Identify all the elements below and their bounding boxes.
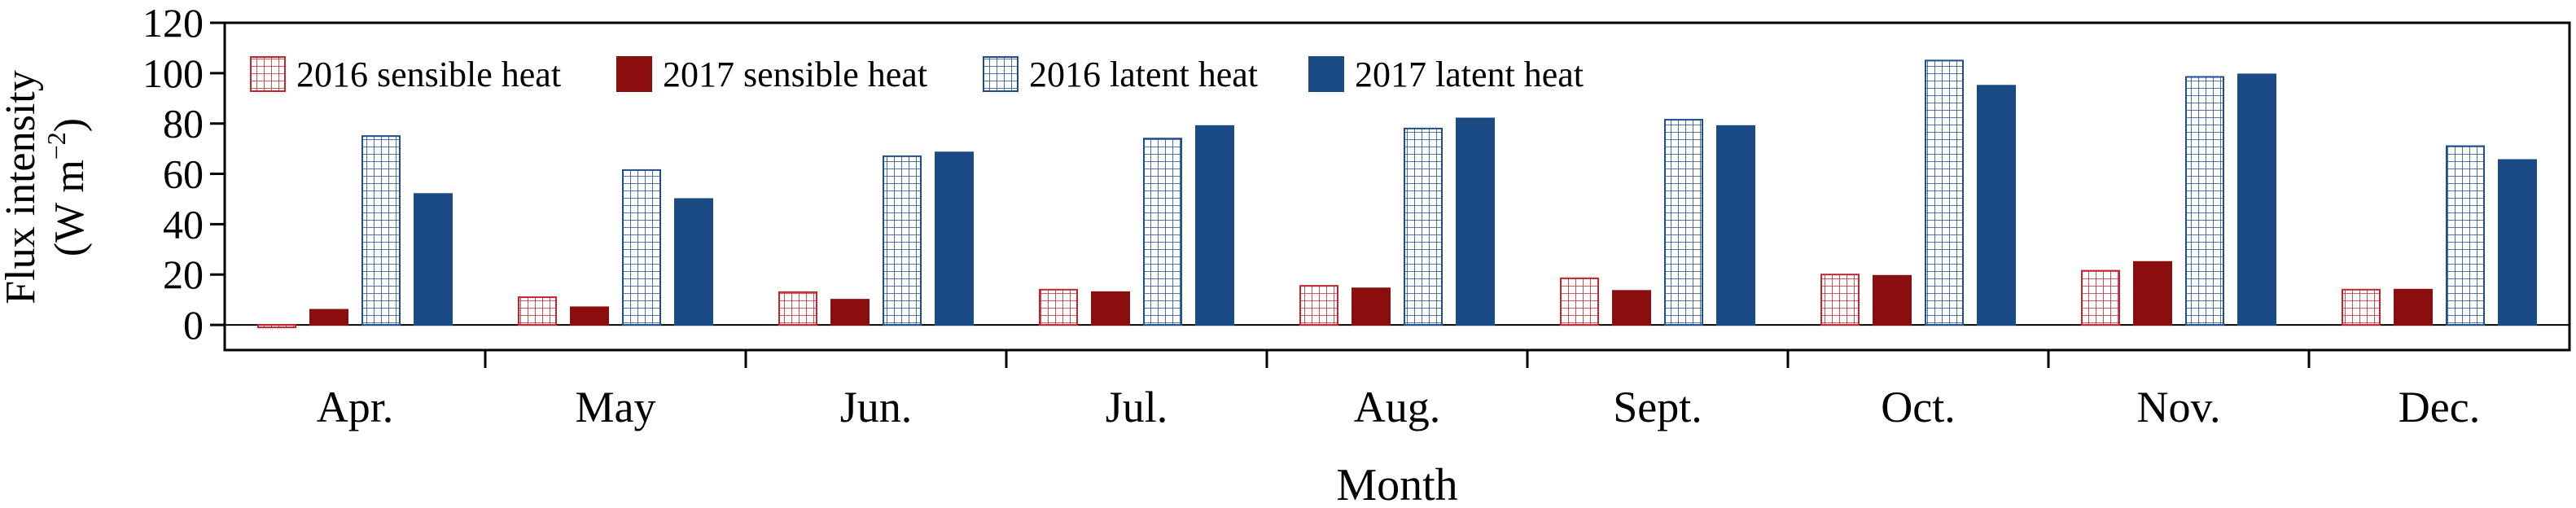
bar-3-3 — [1195, 125, 1234, 326]
legend-swatch — [250, 56, 286, 92]
x-tick-label: Oct. — [1881, 383, 1955, 431]
bar-3-5 — [1716, 125, 1755, 326]
bar-2-2 — [883, 155, 922, 326]
bar-3-1 — [674, 198, 713, 326]
bar-0-0 — [257, 324, 296, 329]
legend-label: 2016 latent heat — [1029, 55, 1258, 94]
bar-1-6 — [1873, 274, 1912, 326]
y-tick-label: 0 — [183, 302, 204, 348]
bar-3-6 — [1977, 85, 2016, 326]
bar-1-4 — [1352, 287, 1391, 326]
bar-3-4 — [1456, 117, 1495, 326]
bar-2-4 — [1404, 127, 1443, 326]
x-tick-label: Jul. — [1106, 383, 1168, 431]
bar-1-1 — [570, 306, 609, 326]
y-tick-label: 100 — [142, 50, 204, 96]
bar-2-8 — [2446, 145, 2485, 326]
legend: 2016 sensible heat 2017 sensible heat 2016… — [250, 55, 1584, 94]
bar-1-7 — [2133, 261, 2172, 326]
bar-2-3 — [1143, 138, 1182, 326]
bar-3-7 — [2237, 73, 2276, 326]
bar-0-3 — [1039, 288, 1078, 326]
bar-3-2 — [935, 151, 974, 326]
bar-2-5 — [1664, 119, 1703, 326]
x-tick-label: May — [576, 383, 656, 431]
legend-swatch — [616, 56, 652, 92]
x-tick-label: Aug. — [1354, 383, 1441, 431]
bar-0-5 — [1560, 277, 1599, 326]
bar-2-7 — [2185, 76, 2224, 326]
y-tick-label: 120 — [142, 0, 204, 46]
x-tick-label: Apr. — [317, 383, 394, 431]
legend-swatch — [1308, 56, 1344, 92]
y-tick-label: 60 — [163, 151, 204, 197]
bar-1-8 — [2394, 288, 2433, 326]
bar-2-1 — [622, 169, 661, 326]
bar-3-0 — [414, 193, 453, 326]
plot-frame — [223, 21, 2571, 352]
bar-2-6 — [1925, 59, 1964, 326]
bar-0-6 — [1820, 274, 1860, 326]
x-axis-title: Month — [1336, 460, 1457, 508]
legend-label: 2016 sensible heat — [296, 55, 561, 94]
legend-label: 2017 latent heat — [1355, 55, 1584, 94]
bars — [257, 59, 2537, 329]
bar-1-3 — [1091, 291, 1130, 326]
x-tick-label: Nov. — [2137, 383, 2221, 431]
bar-0-2 — [778, 291, 817, 326]
bar-0-8 — [2342, 288, 2381, 326]
x-tick-label: Sept. — [1613, 383, 1702, 431]
bar-1-2 — [830, 299, 870, 326]
bar-1-0 — [309, 309, 348, 326]
bar-3-8 — [2498, 159, 2537, 326]
y-axis-title: Flux intensity (W m−2) — [0, 70, 93, 304]
legend-swatch — [983, 56, 1019, 92]
y-tick-label: 20 — [163, 252, 204, 297]
bar-0-4 — [1299, 285, 1338, 326]
x-tick-label: Jun. — [840, 383, 913, 431]
bar-0-1 — [518, 296, 557, 326]
y-tick-label: 80 — [163, 101, 204, 147]
bar-2-0 — [361, 135, 401, 326]
y-axis-title-line2: (W m−2) — [42, 118, 93, 256]
y-tick-label: 40 — [163, 201, 204, 247]
bar-0-7 — [2081, 269, 2120, 326]
x-axis: Apr. May Jun. Jul. Aug. Sept. Oct. Nov. Dec. — [317, 350, 2480, 431]
legend-label: 2017 sensible heat — [663, 55, 927, 94]
bar-1-5 — [1612, 290, 1651, 326]
x-tick-label: Dec. — [2399, 383, 2480, 431]
y-axis-title-line1: Flux intensity — [0, 70, 44, 304]
